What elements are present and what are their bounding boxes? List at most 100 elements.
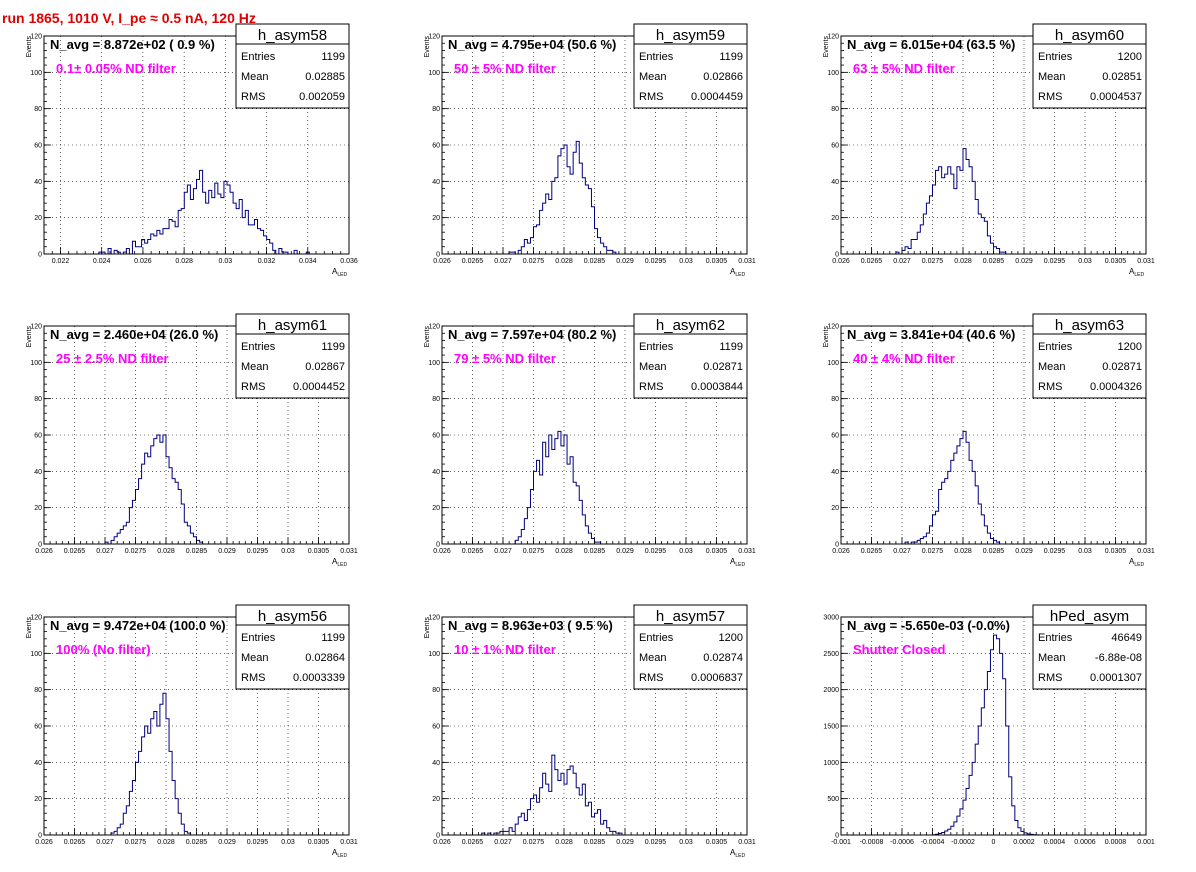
stats-label: Mean (241, 652, 269, 664)
x-tick-label: 0.028 (954, 258, 972, 265)
stats-value: 46649 (1111, 632, 1142, 644)
x-tick-label: 0.0285 (584, 839, 606, 846)
y-tick-label: 40 (34, 469, 42, 476)
stats-value: 0.02866 (703, 71, 743, 83)
stats-label: Mean (639, 71, 667, 83)
x-tick-label: 0.027 (96, 839, 114, 846)
filter-note: 50 ± 5% ND filter (454, 61, 556, 76)
x-tick-label: 0.026 (433, 258, 451, 265)
x-tick-label: 0.0285 (584, 258, 606, 265)
x-tick-label: 0.031 (340, 839, 358, 846)
navg-label: N_avg = 4.795e+04 (50.6 %) (448, 37, 616, 52)
histogram-name: h_asym57 (656, 608, 725, 625)
stats-label: Entries (241, 51, 276, 63)
y-tick-label: 60 (432, 724, 440, 731)
stats-label: RMS (639, 672, 663, 684)
y-tick-label: 20 (34, 215, 42, 222)
stats-box (1032, 313, 1147, 399)
histogram-line (442, 430, 747, 545)
navg-label: N_avg = 8.963e+03 ( 9.5 %) (448, 618, 613, 633)
y-tick-label: 0 (835, 542, 839, 549)
y-axis-label: Events (424, 36, 431, 58)
stats-box (235, 313, 350, 399)
x-tick-label: 0.0305 (1105, 258, 1127, 265)
x-tick-label: 0.0295 (247, 839, 269, 846)
stats-value: 0.02864 (305, 652, 345, 664)
stats-value: 1199 (719, 51, 743, 63)
x-axis-label: ALED (730, 557, 745, 568)
y-tick-label: 20 (432, 796, 440, 803)
x-tick-label: 0.032 (258, 258, 276, 265)
y-tick-label: 120 (30, 615, 42, 622)
stats-label: RMS (241, 381, 265, 393)
x-tick-label: 0.03 (679, 548, 693, 555)
x-tick-label: 0.0265 (861, 548, 883, 555)
x-tick-label: 0.028 (954, 548, 972, 555)
y-tick-label: 100 (30, 651, 42, 658)
y-tick-label: 80 (34, 396, 42, 403)
x-axis-label: ALED (332, 557, 347, 568)
stats-value: 0.0004326 (1090, 381, 1142, 393)
y-tick-label: 0 (835, 252, 839, 259)
x-tick-label: 0.031 (738, 839, 756, 846)
x-tick-label: 0.028 (157, 839, 175, 846)
y-tick-label: 60 (432, 143, 440, 150)
filter-note: 40 ± 4% ND filter (853, 351, 955, 366)
y-tick-label: 100 (827, 360, 839, 367)
x-tick-label: 0.028 (555, 839, 573, 846)
stats-label: RMS (1038, 381, 1062, 393)
histogram-name: h_asym60 (1055, 27, 1124, 44)
x-tick-label: 0.0275 (125, 839, 147, 846)
stats-box (235, 23, 350, 109)
x-tick-label: 0.024 (93, 258, 111, 265)
stats-value: 0.02871 (1102, 361, 1142, 373)
stats-value: 1199 (321, 51, 345, 63)
y-tick-label: 40 (432, 469, 440, 476)
y-tick-label: 40 (432, 179, 440, 186)
stats-value: 1200 (1118, 51, 1142, 63)
y-tick-label: 80 (432, 106, 440, 113)
stats-value: 0.0004537 (1090, 91, 1142, 103)
x-tick-label: 0.0006 (1074, 839, 1096, 846)
x-tick-label: 0.031 (738, 258, 756, 265)
x-tick-label: 0.0295 (247, 548, 269, 555)
y-tick-label: 60 (831, 143, 839, 150)
x-tick-label: 0.031 (340, 548, 358, 555)
x-tick-label: 0.027 (893, 548, 911, 555)
stats-value: -6.88e-08 (1095, 652, 1142, 664)
x-axis-label: ALED (1129, 557, 1144, 568)
stats-label: RMS (241, 91, 265, 103)
y-tick-label: 20 (432, 505, 440, 512)
y-tick-label: 100 (827, 70, 839, 77)
x-tick-label: 0.0265 (861, 258, 883, 265)
y-tick-label: 20 (831, 505, 839, 512)
run-title: run 1865, 1010 V, I_pe ≈ 0.5 nA, 120 Hz (2, 10, 256, 26)
stats-label: RMS (639, 91, 663, 103)
stats-box (1032, 604, 1147, 690)
y-tick-label: 120 (428, 615, 440, 622)
y-tick-label: 500 (827, 796, 839, 803)
y-tick-label: 120 (428, 324, 440, 331)
y-axis-label: Events (823, 326, 830, 348)
histogram-panel-h_asym63: 0.026 0.0265 0.027 0.0275 0.028 0.0285 0.029 0.… (823, 313, 1155, 568)
x-tick-label: 0.028 (555, 258, 573, 265)
x-tick-label: 0.03 (219, 258, 233, 265)
x-tick-label: -0.0002 (951, 839, 975, 846)
stats-value: 1199 (321, 632, 345, 644)
stats-label: Entries (639, 632, 674, 644)
x-tick-label: 0.03 (1078, 548, 1092, 555)
x-tick-label: 0.026 (35, 839, 53, 846)
stats-value: 0.02867 (305, 361, 345, 373)
x-axis-label: ALED (1129, 267, 1144, 278)
y-tick-label: 100 (428, 70, 440, 77)
x-tick-label: 0.0285 (186, 548, 208, 555)
x-tick-label: 0.026 (35, 548, 53, 555)
histogram-name: h_asym61 (258, 317, 327, 334)
navg-label: N_avg = 7.597e+04 (80.2 %) (448, 327, 616, 342)
stats-label: Mean (1038, 652, 1066, 664)
filter-note: 10 ± 1% ND filter (454, 642, 556, 657)
y-tick-label: 1500 (823, 724, 839, 731)
y-tick-label: 0 (436, 252, 440, 259)
y-tick-label: 120 (30, 34, 42, 41)
